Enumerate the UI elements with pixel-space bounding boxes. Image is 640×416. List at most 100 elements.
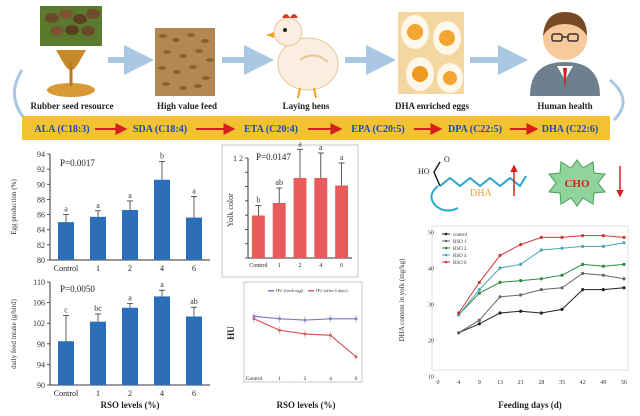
hu-category-label: 6 <box>355 376 358 382</box>
egg-production-ytick-label: 80 <box>37 256 45 265</box>
yolk-color-bar <box>314 178 328 258</box>
feed-intake-bar <box>58 341 74 385</box>
feed-intake-bar <box>186 316 202 385</box>
flow-label-feed: High value feed <box>157 101 217 111</box>
dha-series-point <box>498 311 502 315</box>
feed-intake-category-label: Control <box>54 389 79 398</box>
yolk-color-ytick-label: 1 2 <box>233 154 243 163</box>
dha-series-point <box>519 262 523 266</box>
dha-series-point <box>622 235 626 239</box>
feed-intake-ytick-label: 102 <box>33 319 45 328</box>
dha-molecule: O HO DHA <box>418 155 527 212</box>
pathway-step-dpa: DPA (C22:5) <box>448 124 502 135</box>
egg-production-bar <box>154 179 170 260</box>
dha-series-point <box>601 273 605 277</box>
dha-legend-label: RSO 6 <box>453 261 467 266</box>
dha-ytick-label: 30 <box>428 303 434 309</box>
dha-series-point <box>560 235 564 239</box>
feed-intake-ylabel: daily feed intake (g/bird) <box>10 298 18 368</box>
egg-production-sig-letter: a <box>192 186 196 195</box>
hen-icon <box>266 14 339 99</box>
dha-ytick-label: 40 <box>428 267 434 273</box>
dha-series-point <box>560 273 564 277</box>
feed-grain-icon <box>155 28 215 96</box>
pathway-step-ala: ALA (C18:3) <box>34 124 89 135</box>
dha-series-point <box>601 264 605 268</box>
hu-legend-marker-fresh <box>268 290 274 292</box>
dha-series-point <box>519 293 523 297</box>
dha-legend-dot <box>444 246 448 250</box>
dha-series-point <box>601 244 605 248</box>
dha-xtick-label: 42 <box>580 380 586 386</box>
dha-carboxyl-o: O <box>444 155 450 164</box>
yolk-color-bar <box>251 215 265 258</box>
yolk-color-bar <box>293 178 307 258</box>
dha-series-point <box>498 253 502 257</box>
hu-frame <box>243 281 363 383</box>
dha-xtick-label: 49 <box>600 380 606 386</box>
egg-production-pvalue: P=0.0017 <box>60 158 95 168</box>
flow-label-hens: Laying hens <box>283 101 330 111</box>
egg-production-sig-letter: a <box>96 201 100 210</box>
dha-series-point <box>622 262 626 266</box>
yolk-color-category-label: 1 <box>278 263 281 269</box>
dha-legend-dot <box>444 253 448 257</box>
dha-frame <box>431 225 629 371</box>
feed-intake-bar <box>90 321 106 385</box>
feed-intake-category-label: 1 <box>96 389 100 398</box>
dha-series-point <box>581 234 585 238</box>
egg-production-category-label: 4 <box>160 264 164 273</box>
dha-series-point <box>477 322 481 326</box>
feed-intake-category-label: 6 <box>192 389 196 398</box>
dha-series-point <box>457 311 461 315</box>
hu-category-label: Control <box>246 376 263 382</box>
dha-xtick-label: 9 <box>478 380 481 386</box>
egg-icon <box>398 12 464 94</box>
yolk-color-sig-letter: a <box>340 153 344 162</box>
feed-intake-ytick-label: 110 <box>33 278 45 287</box>
hu-ylabel: HU <box>226 326 236 340</box>
dha-legend-label: RSO 1 <box>453 240 467 245</box>
dha-series-point <box>498 295 502 299</box>
hu-legend-marker-6d <box>308 290 314 292</box>
egg-production-ytick-label: 92 <box>37 165 45 174</box>
dha-xtick-label: 56 <box>621 380 627 386</box>
dha-xtick-label: 35 <box>559 380 565 386</box>
yolk-color-pvalue: P=0.0147 <box>256 152 291 162</box>
dha-series-point <box>581 262 585 266</box>
yolk-color-category-label: 2 <box>299 263 302 269</box>
egg-production-bar <box>122 210 138 260</box>
dha-series-point <box>601 288 605 292</box>
hu-legend-fresh: HU (fresh egg) <box>276 288 304 293</box>
yolk-color-sig-letter: ab <box>275 178 283 187</box>
feed-intake-ytick-label: 90 <box>37 381 45 390</box>
dha-series-point <box>601 234 605 238</box>
feed-intake-sig-letter: bc <box>94 304 102 313</box>
dha-carboxyl-ho: HO <box>418 167 430 176</box>
feed-intake-sig-letter: ab <box>190 297 198 306</box>
dha-legend-dot <box>444 260 448 264</box>
dha-series-point <box>622 286 626 290</box>
dha-series-point <box>519 279 523 283</box>
yolk-color-sig-letter: a <box>298 139 302 148</box>
hu-category-label: 2 <box>304 376 307 382</box>
yolk-color-bar <box>335 185 349 258</box>
feed-intake-category-label: 4 <box>160 389 164 398</box>
feed-intake-ytick-label: 94 <box>37 360 45 369</box>
egg-production-category-label: 2 <box>128 264 132 273</box>
feed-intake-pvalue: P=0.0050 <box>60 284 95 294</box>
dha-series-point <box>581 271 585 275</box>
dha-series-point <box>560 307 564 311</box>
dha-label: DHA <box>470 188 492 199</box>
egg-production-category-label: 6 <box>192 264 196 273</box>
egg-production-ytick-label: 84 <box>37 226 45 235</box>
yolk-color-sig-letter: a <box>319 143 323 152</box>
dha-legend-label: control <box>453 233 468 238</box>
pathway-step-dha: DHA (C22:6) <box>542 124 598 135</box>
feed-intake-bar <box>154 296 170 385</box>
dha-series-point <box>622 277 626 281</box>
yolk-color-category-label: 6 <box>340 263 343 269</box>
yolk-color-category-label: Control <box>249 263 268 269</box>
flow-label-human: Human health <box>537 101 592 111</box>
molecule-section: O HO DHA CHO <box>418 155 624 212</box>
